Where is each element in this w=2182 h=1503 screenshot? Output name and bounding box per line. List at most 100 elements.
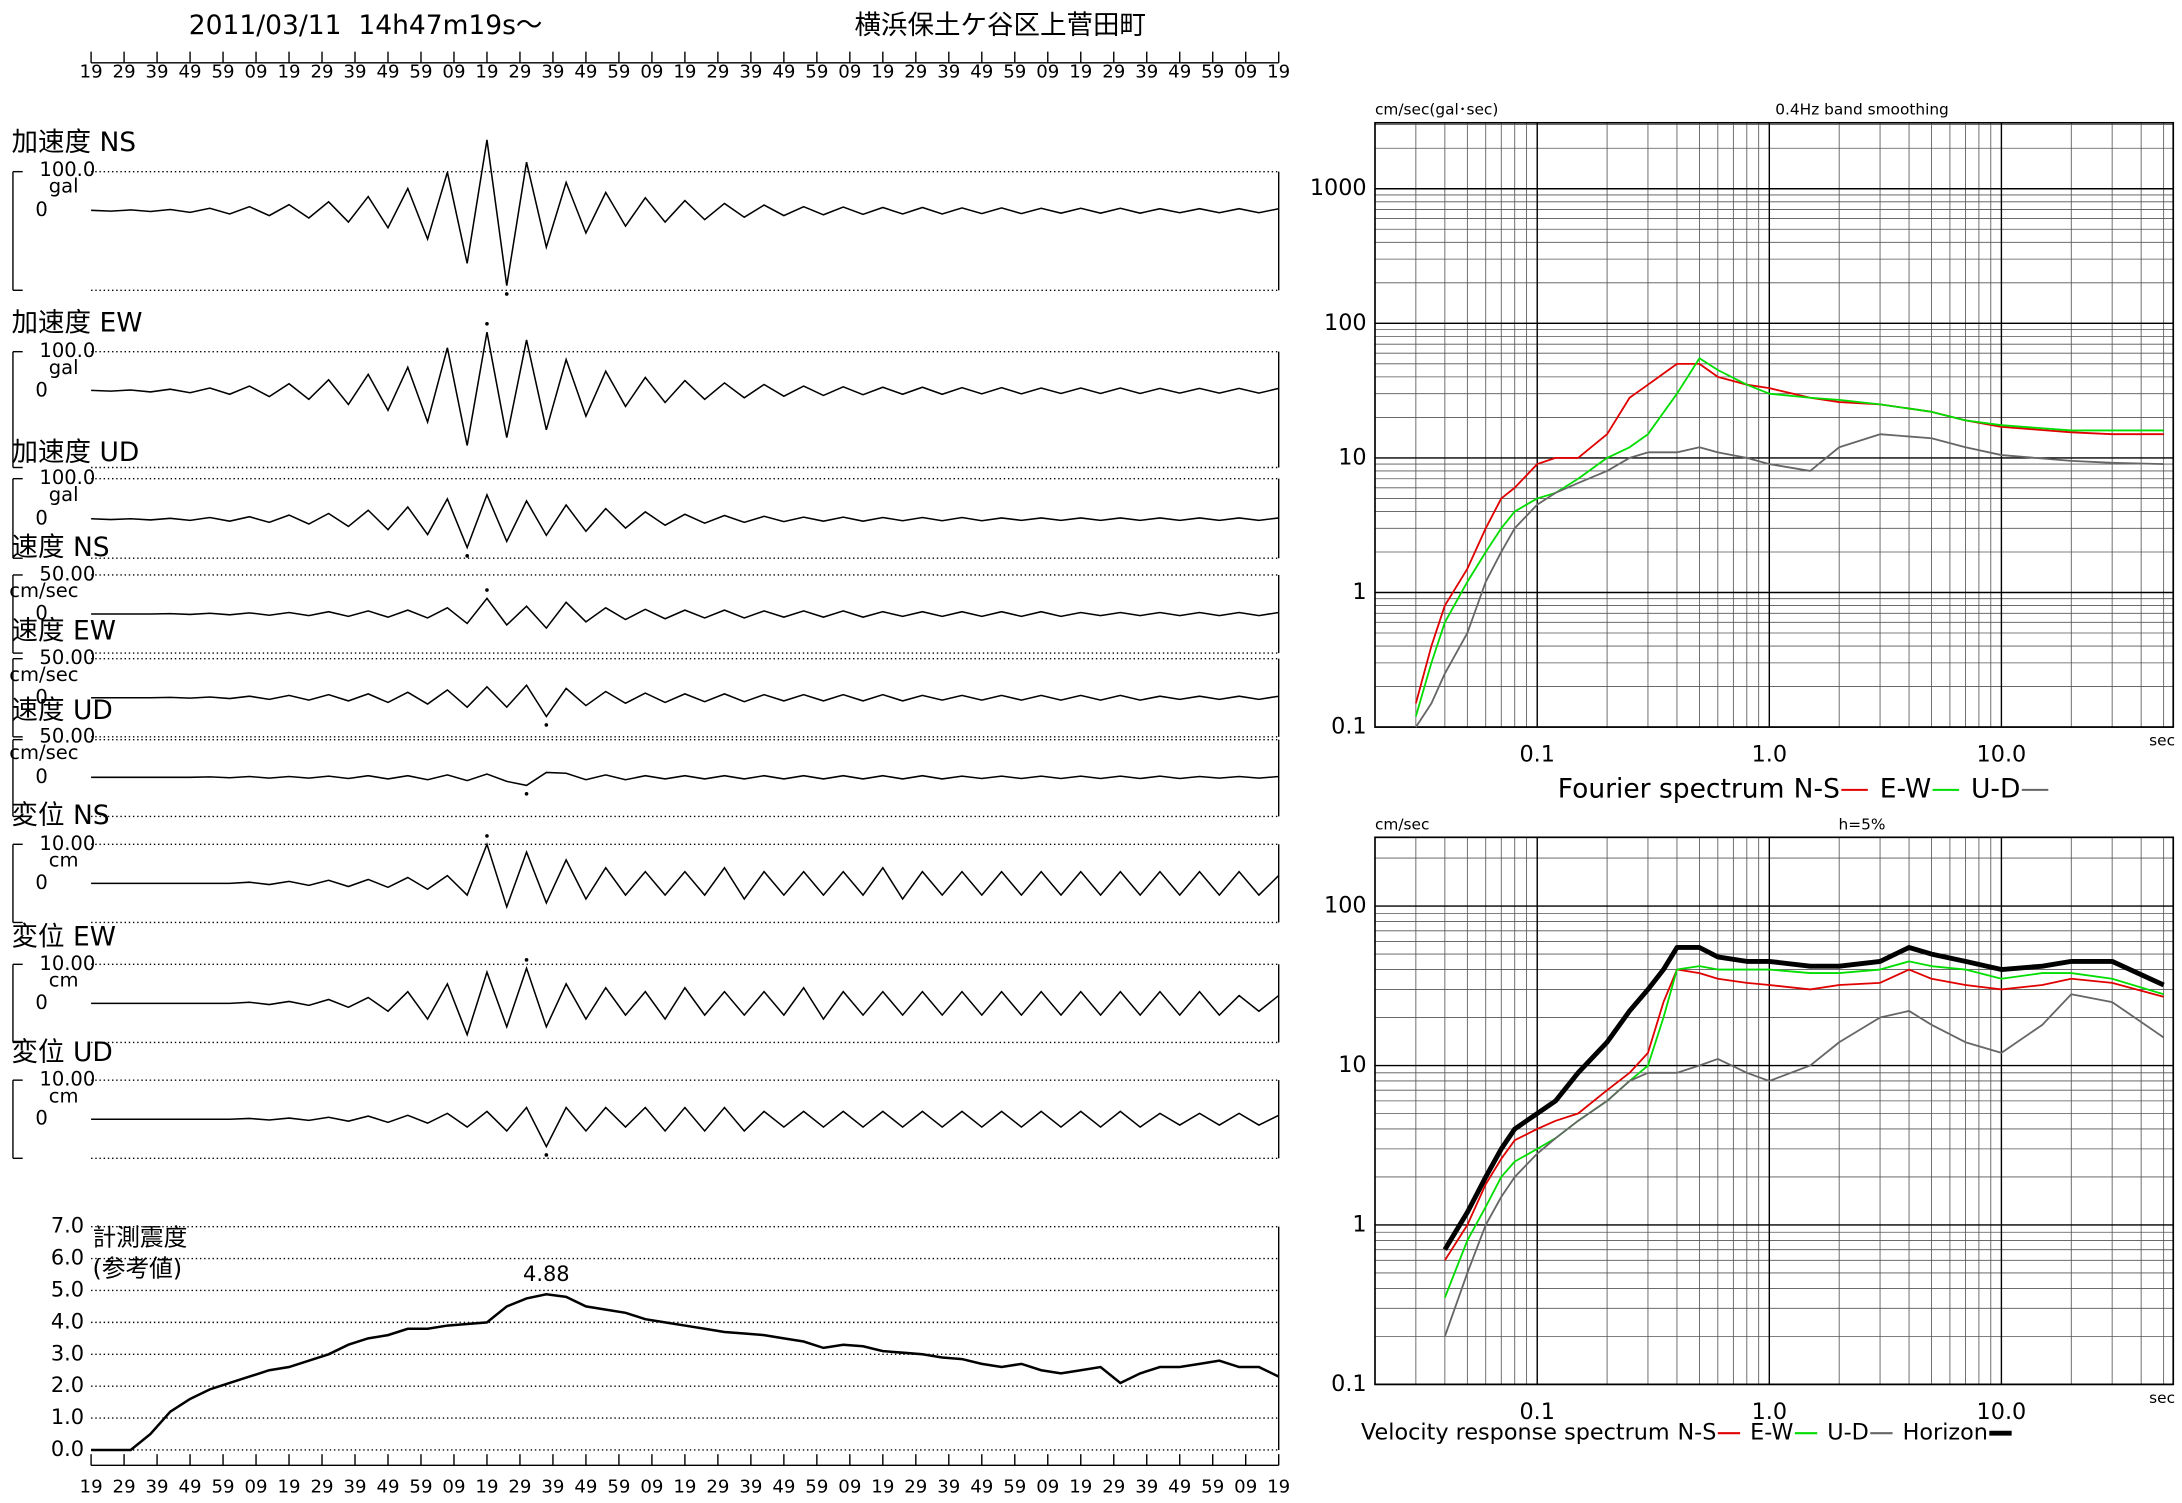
time-tick-label: 49	[1168, 62, 1191, 83]
unit-label: gal	[49, 356, 79, 379]
panel-label: 変位 UD	[12, 1037, 113, 1068]
intensity-title: (参考値)	[92, 1254, 182, 1282]
y-tick-label: 4.0	[51, 1309, 84, 1333]
time-tick-label: 49	[772, 62, 795, 83]
y-tick-label: 2.0	[51, 1373, 84, 1397]
time-tick-label: 09	[838, 1477, 861, 1498]
time-tick-label: 59	[212, 1477, 235, 1498]
time-tick-label: 29	[113, 62, 136, 83]
y-tick-label: 10	[1338, 1052, 1366, 1078]
legend-label: N-S	[1677, 1420, 1716, 1446]
y-tick-label: 0.0	[51, 1437, 84, 1461]
spectrum-line	[1414, 357, 2164, 717]
time-tick-label: 19	[871, 62, 894, 83]
spectrum-line	[1442, 945, 2165, 1251]
time-tick-label: 19	[277, 1477, 300, 1498]
x-tick-label: 1.0	[1752, 1399, 1787, 1425]
time-tick-label: 59	[1003, 1477, 1026, 1498]
peak-dot	[544, 1153, 549, 1157]
time-tick-label: 29	[1102, 1477, 1125, 1498]
peak-dot	[485, 834, 489, 838]
unit-label: cm	[49, 1084, 79, 1107]
time-tick-label: 19	[871, 1477, 894, 1498]
scale-label: 10.00	[39, 952, 95, 975]
zero-label: 0	[35, 602, 47, 625]
peak-dot	[544, 723, 549, 727]
time-tick-label: 09	[1234, 1477, 1257, 1498]
y-tick-label: 100	[1324, 893, 1367, 919]
x-tick-label: 10.0	[1977, 741, 2027, 767]
plot-frame	[1374, 836, 2175, 1386]
spectrum-line	[1443, 993, 2165, 1337]
time-tick-label: 49	[970, 1477, 993, 1498]
time-tick-label: 29	[508, 62, 531, 83]
unit-label: cm	[49, 969, 79, 992]
waveform	[91, 597, 1279, 630]
y-tick-label: 3.0	[51, 1341, 84, 1365]
time-tick-label: 19	[673, 1477, 696, 1498]
time-tick-label: 09	[838, 62, 861, 83]
y-tick-label: 100	[1324, 310, 1367, 336]
peak-dot	[524, 958, 529, 962]
waveform	[91, 331, 1279, 446]
time-tick-label: 09	[442, 62, 465, 83]
time-tick-label: 19	[277, 62, 300, 83]
time-tick-label: 19	[1267, 1477, 1290, 1498]
y-tick-label: 1.0	[51, 1405, 84, 1429]
unit-label: cm/sec	[9, 741, 78, 764]
x-unit: sec	[2149, 1389, 2175, 1407]
y-tick-label: 1000	[1310, 175, 1367, 201]
time-tick-label: 49	[772, 1477, 795, 1498]
spectrum-line	[1444, 960, 2164, 1298]
time-tick-label: 29	[310, 62, 333, 83]
peak-dot	[504, 292, 509, 296]
scale-label: 50.00	[39, 562, 95, 585]
legend-title: Velocity response spectrum	[1361, 1420, 1670, 1446]
time-tick-label: 09	[1234, 62, 1257, 83]
panel-label: 加速度 EW	[12, 307, 143, 338]
scale-label: 50.00	[39, 724, 95, 747]
time-tick-label: 09	[244, 62, 267, 83]
legend-label: E-W	[1750, 1420, 1793, 1446]
time-tick-label: 49	[970, 62, 993, 83]
time-tick-label: 39	[937, 1477, 960, 1498]
time-tick-label: 29	[904, 62, 927, 83]
time-tick-label: 59	[607, 1477, 630, 1498]
peak-dot	[524, 791, 529, 796]
chart-title: 0.4Hz band smoothing	[1775, 101, 1949, 119]
peak-dot	[485, 588, 489, 592]
time-tick-label: 39	[739, 62, 762, 83]
time-tick-label: 19	[1267, 62, 1290, 83]
intensity-title: 計測震度	[92, 1224, 187, 1252]
unit-label: cm/sec	[9, 663, 78, 686]
peak-dot	[485, 321, 489, 326]
scale-label: 50.00	[39, 646, 95, 669]
time-tick-label: 49	[574, 62, 597, 83]
zero-label: 0	[35, 871, 47, 894]
panel-label: 変位 NS	[12, 800, 110, 831]
y-tick-label: 5.0	[51, 1277, 84, 1301]
y-tick-label: 6.0	[51, 1246, 84, 1270]
panel-label: 速度 EW	[12, 616, 116, 647]
x-unit: sec	[2149, 732, 2175, 750]
scale-label: 10.00	[39, 832, 95, 855]
time-tick-label: 29	[1102, 62, 1125, 83]
y-tick-label: 1	[1352, 579, 1366, 605]
time-tick-label: 49	[179, 1477, 202, 1498]
chart-title: h=5%	[1839, 815, 1886, 833]
time-tick-label: 59	[1201, 62, 1224, 83]
time-tick-label: 49	[179, 62, 202, 83]
unit-label: cm/sec	[9, 579, 78, 602]
y-tick-label: 0.1	[1331, 714, 1366, 740]
legend-label: U-D	[1971, 773, 2020, 804]
time-tick-label: 09	[442, 1477, 465, 1498]
panel-label: 加速度 NS	[12, 127, 137, 158]
legend-label: Horizon	[1903, 1420, 1988, 1446]
time-tick-label: 19	[475, 62, 498, 83]
time-tick-label: 39	[146, 62, 169, 83]
x-tick-label: 10.0	[1977, 1399, 2027, 1425]
time-tick-label: 19	[80, 1477, 103, 1498]
time-tick-label: 19	[475, 1477, 498, 1498]
